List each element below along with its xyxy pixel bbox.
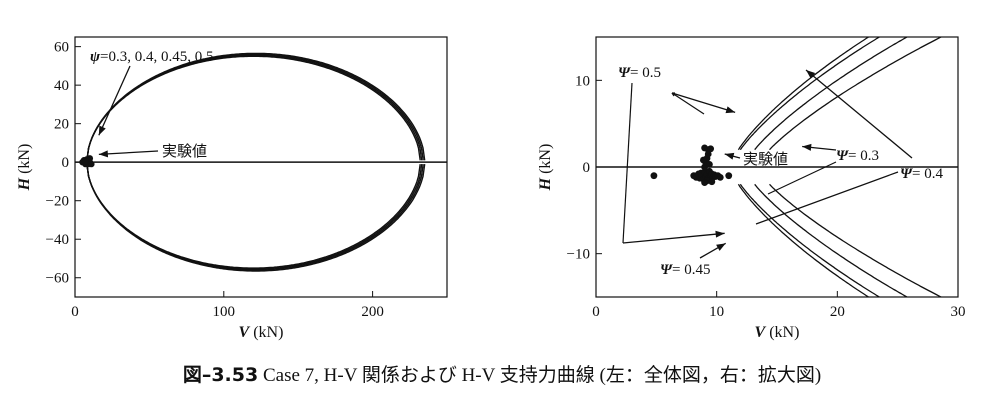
right-capacity-curve-psi-0_4-lower [754,183,909,297]
right-annotation-psi-05-arrow-line [671,92,736,114]
left-capacity-curve-psi-0_5-lower [86,164,426,272]
right-x-axis-unit: (kN) [765,324,799,341]
right-annotation-psi-04-arrow-head [806,70,816,79]
right-annotation-psi-03-symbol: Ψ [836,148,849,164]
right-capacity-curve-psi-0_45-upper [739,37,881,151]
right-annotation-psi-05-leader-5 [671,92,675,97]
right-annotation-psi-04-arrow-line [805,69,913,159]
right-capacity-curve-psi-0_5-upper [737,37,870,151]
left-capacity-curve-psi-0_4-lower [86,164,423,270]
left-annotation-psi-arrow-line [98,65,131,136]
right-annotation-psi-03-leader [767,161,837,195]
left-annotation-psi-arrow-head [98,125,106,136]
left-x-axis-unit: (kN) [249,324,283,341]
right-x-tick-label: 0 [592,304,600,320]
left-y-tick-label: 60 [54,40,69,56]
left-y-axis-symbol: H [16,177,33,191]
left-y-tick-label: −20 [46,194,69,210]
right-annotation-psi-03-arrow-head [802,143,812,151]
right-annotation-psi-04-label: Ψ= 0.4 [900,166,943,182]
left-capacity-curve-psi-0_3-lower [86,164,421,269]
left-y-tick-label: −60 [46,271,69,287]
figure-number: 図–3.53 [182,364,259,386]
figure-caption: 図–3.53 Case 7, H-V 関係および H-V 支持力曲線 (左：全体… [0,360,1004,387]
left-capacity-curve-psi-0_3-upper [86,55,421,161]
left-plot-frame [74,36,448,298]
left-x-tick-label: 200 [361,304,384,320]
right-annotation-psi-045-symbol: Ψ [660,262,673,278]
left-x-tick-label: 0 [71,304,79,320]
left-annotation-experiment-arrow-head [98,150,109,158]
right-annotation-experiment-label: 実験値 [743,150,788,168]
right-annotation-psi-03-label: Ψ= 0.3 [836,148,879,164]
left-experiment-point [82,158,89,165]
left-annotation-experiment-label: 実験値 [162,142,207,160]
left-y-axis-unit: (kN) [16,144,33,178]
left-capacity-curve-psi-0_4-upper [86,54,423,161]
right-annotation-psi-05-leader-2 [671,92,705,115]
right-x-tick-label: 20 [830,304,845,320]
right-experiment-point [706,161,713,168]
right-x-tick-label: 30 [951,304,966,320]
right-capacity-curve-psi-0_4-upper [754,37,909,151]
right-experiment-point [701,179,708,187]
left-annotation-psi-symbol: ψ [90,49,101,65]
right-annotation-psi-05-value: = 0.5 [630,65,661,81]
right-experiment-point [650,172,658,180]
left-x-axis-label: V (kN) [239,324,284,341]
right-annotation-psi-04-symbol: Ψ [900,166,913,182]
right-capacity-curve-psi-0_3-upper [769,37,943,151]
right-x-axis-label: V (kN) [755,324,800,341]
left-y-axis-label: H (kN) [16,144,33,192]
right-annotation-experiment-arrow-head [724,152,735,160]
left-annotation-experiment-arrow-line [98,150,159,156]
right-annotation-psi-045-arrow-head [715,230,725,238]
right-annotation-psi-045-arrow-2-head [716,243,726,251]
right-y-axis-unit: (kN) [537,144,554,178]
right-annotation-psi-05-leader [622,82,633,244]
right-experiment-point [707,145,715,153]
left-y-tick-label: 40 [54,78,69,94]
right-annotation-psi-05-label: Ψ= 0.5 [618,65,661,81]
left-x-tick-label: 100 [213,304,236,320]
right-annotation-psi-03-value: = 0.3 [848,148,879,164]
left-y-tick-label: 20 [54,117,69,133]
left-annotation-psi-label: ψ=0.3, 0.4, 0.45, 0.5 [90,49,214,65]
right-annotation-psi-05-symbol: Ψ [618,65,631,81]
right-experiment-point [699,156,707,164]
left-capacity-curve-psi-0_45-upper [86,53,424,161]
right-experiment-point [701,144,708,152]
right-capacity-curve-psi-0_3-lower [769,183,943,297]
left-x-axis-symbol: V [239,324,251,341]
right-annotation-psi-045-arrow-line [622,232,725,244]
right-experiment-point [708,178,716,186]
left-annotation-psi-value: =0.3, 0.4, 0.45, 0.5 [100,49,213,65]
left-y-tick-label: −40 [46,232,69,248]
right-annotation-psi-045-value: = 0.45 [672,262,710,278]
right-capacity-curve-psi-0_45-lower [739,183,881,297]
right-x-axis-symbol: V [755,324,767,341]
left-capacity-curve-psi-0_45-lower [86,164,424,271]
caption-text: Case 7, H-V 関係および H-V 支持力曲線 (左：全体図，右：拡大図… [262,365,822,386]
left-y-tick-label: 0 [62,155,70,171]
right-annotation-psi-04-leader [755,171,899,225]
left-series-group [79,52,426,272]
right-annotation-psi-045-label: Ψ= 0.45 [660,262,710,278]
left-capacity-curve-psi-0_5-upper [86,52,426,161]
right-annotation-psi-05-arrow-head [725,106,736,114]
right-annotation-psi-04-value: = 0.4 [912,166,943,182]
right-y-axis-label: H (kN) [537,144,554,192]
right-y-tick-label: 0 [583,160,591,176]
right-experiment-point [716,174,724,181]
right-y-tick-label: 10 [575,73,590,89]
right-series-group [650,37,943,297]
right-capacity-curve-psi-0_5-lower [737,183,870,297]
right-x-tick-label: 10 [709,304,724,320]
right-y-tick-label: −10 [567,247,590,263]
right-y-axis-symbol: H [537,177,554,191]
right-experiment-point [725,172,733,180]
